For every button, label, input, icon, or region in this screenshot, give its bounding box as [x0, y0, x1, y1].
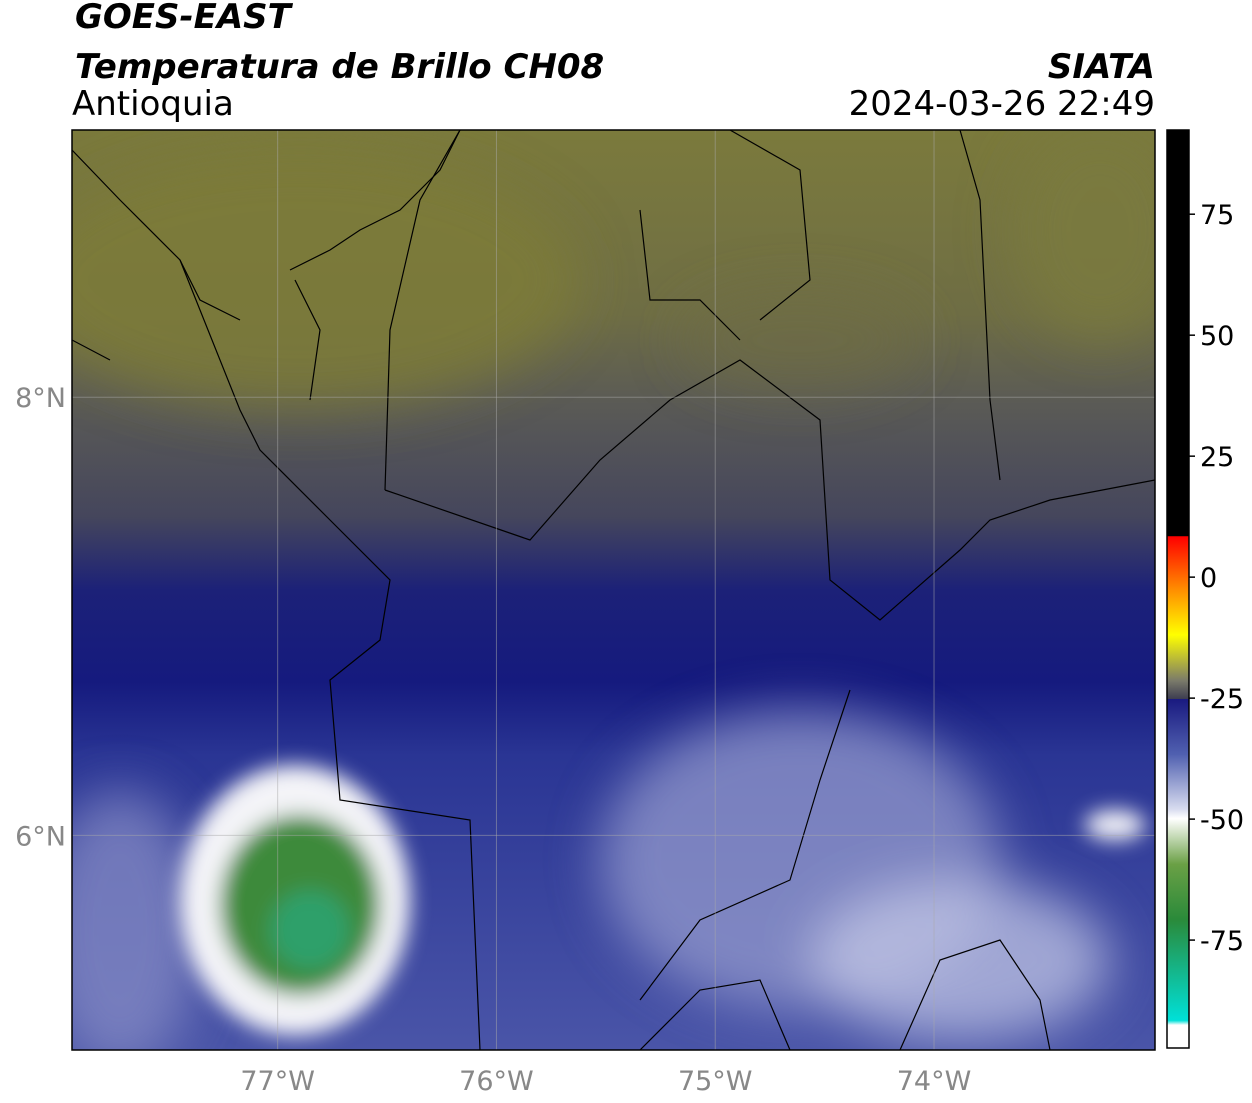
lat-tick-label: 8°N: [15, 383, 66, 414]
colorbar-tick-label: -75: [1200, 926, 1244, 957]
lon-tick-label: 74°W: [897, 1066, 972, 1097]
coastline: [72, 130, 461, 401]
colorbar-tick-label: -25: [1200, 684, 1244, 715]
colorbar-tick-label: 50: [1200, 321, 1234, 352]
source-title: GOES-EAST: [75, 0, 294, 37]
map-frame: [71, 129, 1156, 1051]
lon-tick-label: 77°W: [240, 1066, 315, 1097]
colorbar-tick-label: 0: [1200, 563, 1217, 594]
colorbar: [1166, 129, 1190, 1049]
colorbar-tick-label: 25: [1200, 442, 1234, 473]
product-title: Temperatura de Brillo CH08: [75, 47, 604, 87]
satellite-image: [72, 130, 1155, 1050]
datetime: 2024-03-26 22:49: [849, 84, 1155, 124]
lon-tick-label: 75°W: [678, 1066, 753, 1097]
lon-tick-label: 76°W: [459, 1066, 534, 1097]
region: Antioquia: [72, 84, 234, 124]
agency: SIATA: [1048, 47, 1155, 87]
colorbar-tick-label: 75: [1200, 200, 1234, 231]
borders: [72, 130, 1155, 1050]
colorbar-tick-label: -50: [1200, 805, 1244, 836]
lat-tick-label: 6°N: [15, 821, 66, 852]
